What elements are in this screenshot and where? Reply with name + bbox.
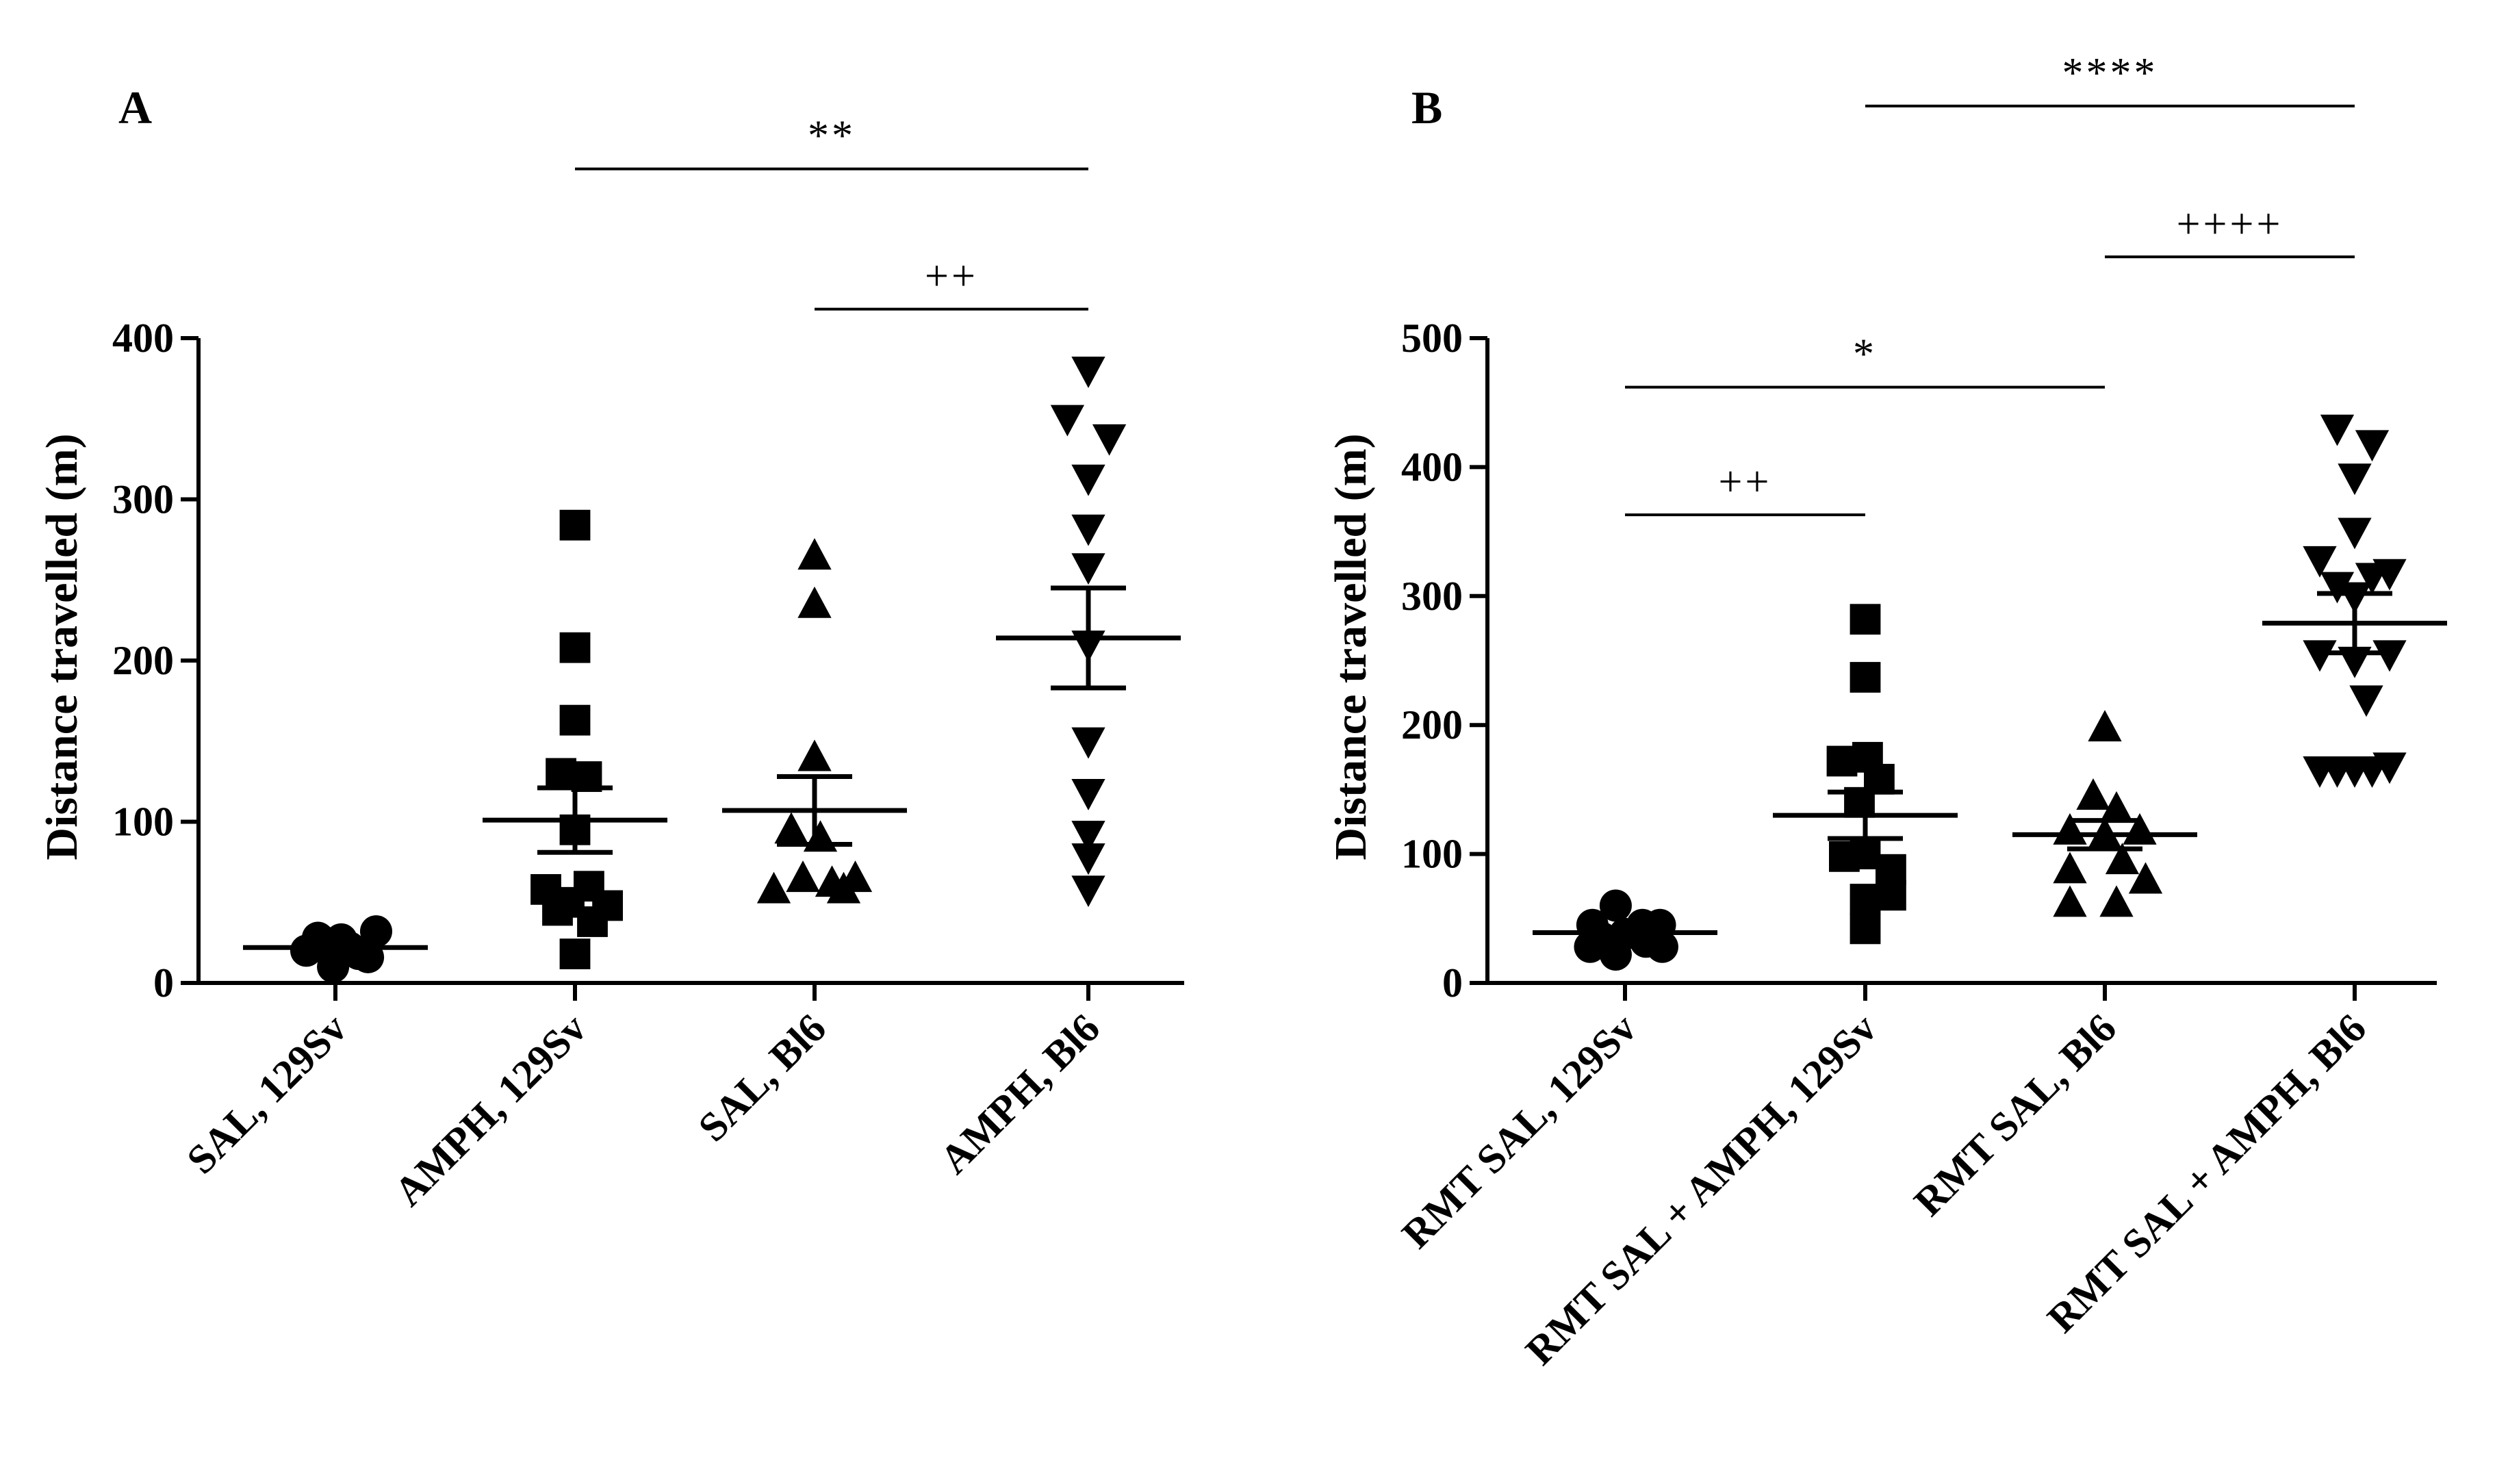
panel-b-data-point bbox=[2372, 640, 2407, 672]
panel-b-y-tick-label: 300 bbox=[1401, 574, 1463, 619]
panel-a-data-point bbox=[1071, 356, 1105, 388]
panel-a-significance-label: ++ bbox=[925, 253, 978, 300]
panel-b-data-point bbox=[2099, 791, 2134, 823]
panel-a-data-point bbox=[546, 758, 576, 789]
panel-b-category-label: RMT SAL, Bl6 bbox=[1906, 1006, 2125, 1225]
panel-a-data-point bbox=[1071, 843, 1105, 875]
panel-a-data-point bbox=[756, 871, 791, 904]
panel-b-data-point bbox=[2088, 710, 2122, 742]
panel-b-data-point bbox=[1876, 880, 1906, 911]
panel-b-data-point bbox=[2355, 563, 2390, 595]
panel-b-data-point bbox=[2128, 862, 2163, 894]
panel-a-category-label: SAL, 129Sv bbox=[178, 1006, 355, 1183]
panel-b-data-point bbox=[2303, 640, 2337, 672]
panel-a-y-tick-label: 100 bbox=[112, 799, 174, 845]
panel-b-data-point bbox=[2355, 430, 2390, 462]
panel-a-data-point bbox=[559, 632, 591, 663]
panel-a-data-point bbox=[1071, 727, 1105, 759]
panel-b: B Distance travelled (m) 0 100 200 300 400 50… bbox=[1326, 50, 2447, 1374]
panel-a-data-point bbox=[359, 915, 393, 948]
panel-b-data-point bbox=[2053, 885, 2087, 917]
panel-a-data-point bbox=[559, 938, 591, 970]
panel-a-data-point bbox=[577, 906, 608, 937]
panel-b-data-point bbox=[2053, 813, 2087, 845]
panel-b-data-point bbox=[1850, 604, 1881, 635]
panel-b-data-point bbox=[2053, 852, 2087, 884]
panel-b-category-label: RMT SAL, 129Sv bbox=[1394, 1006, 1646, 1257]
panel-a-data-point bbox=[1092, 424, 1127, 456]
panel-a-letter: A bbox=[118, 81, 152, 133]
panel-a: A Distance travelled (m) 0 100 200 300 400 SA… bbox=[37, 81, 1184, 1214]
panel-a-data-point bbox=[797, 739, 832, 771]
panel-b-data-point bbox=[2349, 685, 2383, 717]
panel-b-data-point bbox=[2338, 517, 2372, 550]
panel-a-data-point bbox=[559, 509, 591, 541]
panel-a-data-point bbox=[1071, 821, 1105, 853]
panel-b-data-point bbox=[2338, 463, 2372, 496]
panel-b-data-point bbox=[1876, 854, 1906, 885]
panel-b-data-point bbox=[1850, 839, 1881, 869]
panel-b-data-point bbox=[2372, 752, 2407, 784]
panel-b-y-tick-label: 100 bbox=[1401, 832, 1463, 877]
panel-a-data-point bbox=[774, 812, 808, 844]
panel-a-y-tick-label: 0 bbox=[153, 960, 174, 1006]
panel-a-y-tick-label: 300 bbox=[112, 477, 174, 522]
panel-b-data-point bbox=[1599, 938, 1632, 971]
panel-b-significance-label: ++++ bbox=[2177, 201, 2283, 247]
panel-b-significance-label: * bbox=[1853, 331, 1877, 378]
panel-a-category-label: AMPH, Bl6 bbox=[931, 1006, 1108, 1183]
panel-a-data-point bbox=[1071, 875, 1105, 908]
panel-a-y-tick-label: 200 bbox=[112, 638, 174, 683]
panel-b-data-point bbox=[2303, 546, 2337, 578]
panel-b-data-point bbox=[1826, 745, 1858, 777]
panel-a-data-point bbox=[803, 820, 838, 852]
panel-a-y-axis-label: Distance travelled (m) bbox=[37, 433, 87, 860]
panel-b-y-tick-label: 0 bbox=[1442, 960, 1463, 1006]
panel-b-data-point bbox=[2105, 843, 2140, 875]
panel-b-y-tick-label: 400 bbox=[1401, 444, 1463, 489]
panel-a-data-point bbox=[1050, 405, 1085, 437]
panel-a-data-point bbox=[1071, 553, 1105, 585]
panel-b-data-point bbox=[1599, 889, 1632, 922]
panel-a-data-point bbox=[826, 871, 861, 904]
panel-a-data-point bbox=[542, 895, 573, 926]
panel-a-data-point bbox=[1071, 514, 1105, 546]
panel-b-data-point bbox=[1850, 913, 1881, 945]
panel-b-significance-label: ++ bbox=[1719, 459, 1772, 505]
panel-a-data-point bbox=[559, 704, 591, 736]
panel-b-data-point bbox=[2076, 778, 2110, 810]
panel-a-category-label: AMPH, 129Sv bbox=[385, 1006, 595, 1215]
panel-b-y-axis-label: Distance travelled (m) bbox=[1326, 433, 1376, 860]
panel-a-significance-label: ** bbox=[808, 113, 856, 159]
panel-a-data-point bbox=[317, 950, 350, 983]
panel-b-significance-label: **** bbox=[2062, 50, 2158, 97]
panel-b-data-point bbox=[1850, 662, 1881, 693]
panel-b-y-tick-label: 500 bbox=[1401, 316, 1463, 361]
panel-a-data-point bbox=[797, 586, 832, 618]
panel-b-data-point bbox=[2099, 885, 2134, 917]
panel-b-y-tick-label: 200 bbox=[1401, 702, 1463, 747]
panel-a-data-point bbox=[1071, 778, 1105, 810]
panel-a-data-point bbox=[1071, 464, 1105, 496]
panel-b-letter: B bbox=[1411, 81, 1442, 133]
panel-a-data-point bbox=[797, 538, 832, 570]
panel-a-y-tick-label: 400 bbox=[112, 316, 174, 361]
panel-b-data-point bbox=[1850, 884, 1881, 914]
panel-b-data-point bbox=[2320, 572, 2355, 604]
panel-b-data-point bbox=[2320, 414, 2355, 446]
panel-a-data-point bbox=[786, 860, 820, 893]
panel-a-category-label: SAL, Bl6 bbox=[689, 1006, 834, 1151]
panel-a-plot-area: 0 100 200 300 400 SAL, 129Sv AMPH, 129Sv SAL, B… bbox=[112, 113, 1184, 1215]
